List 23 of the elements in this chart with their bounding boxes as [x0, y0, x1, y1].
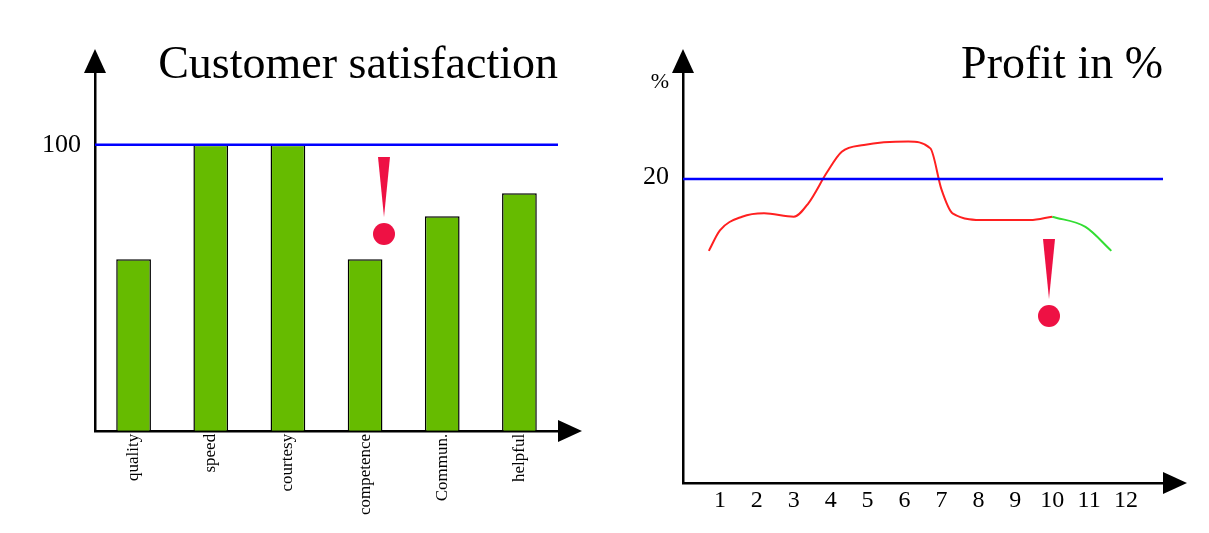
- x-tick-label: speed: [200, 433, 220, 473]
- chart-title: Profit in %: [961, 36, 1163, 88]
- x-tick-label: helpful: [508, 433, 528, 482]
- x-tick-label: competence: [354, 433, 374, 516]
- x-tick-label: 2: [750, 485, 763, 512]
- x-tick-label: courtesy: [277, 433, 297, 492]
- x-tick-label: 10: [1040, 485, 1065, 512]
- y-tick-label: 100: [42, 128, 81, 158]
- x-tick-label: 12: [1114, 485, 1139, 512]
- x-tick-label: 4: [824, 485, 837, 512]
- chart-title: Customer satisfaction: [158, 36, 558, 88]
- x-tick-label: 6: [898, 485, 911, 512]
- text: 20: [643, 160, 669, 190]
- x-tick-label: 8: [972, 485, 985, 512]
- x-tick-label: 3: [787, 485, 800, 512]
- x-tick-label: 9: [1009, 485, 1022, 512]
- y-axis-title: %: [650, 68, 669, 94]
- x-tick-label: quality: [123, 433, 143, 482]
- x-tick-label: 1: [713, 485, 726, 512]
- x-tick-label: 7: [935, 485, 948, 512]
- x-tick-label: Commun.: [431, 433, 451, 502]
- x-tick-label: 5: [861, 485, 874, 512]
- x-tick-label: 11: [1077, 485, 1101, 512]
